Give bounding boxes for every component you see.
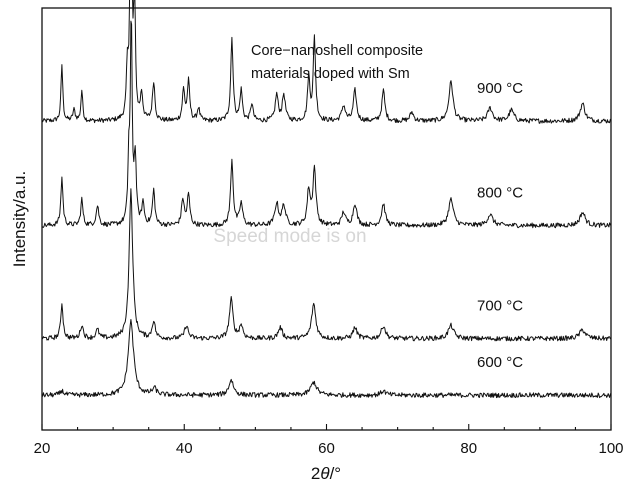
series-label-600: 600 °C (477, 354, 523, 371)
series-line-600 (42, 319, 612, 399)
series-layer: 900 °C 800 °C 700 °C 600 °C (41, 0, 612, 399)
x-axis-title: 2θ/° (311, 464, 341, 483)
x-axis-ticks: 20 40 60 80 100 (34, 424, 624, 457)
series-line-800 (41, 20, 612, 229)
annotation-line-2: materials doped with Sm (251, 66, 410, 82)
series-label-700: 700 °C (477, 298, 523, 315)
x-tick-label: 60 (318, 440, 335, 457)
x-tick-label: 80 (460, 440, 477, 457)
annotation-line-1: Core−nanoshell composite (251, 43, 423, 59)
series-line-900 (41, 0, 612, 124)
y-axis-title: Intensity/a.u. (10, 171, 29, 267)
x-tick-label: 40 (176, 440, 193, 457)
watermark-text: Speed mode is on (213, 226, 366, 247)
series-label-900: 900 °C (477, 80, 523, 97)
x-tick-label: 100 (598, 440, 623, 457)
series-line-700 (41, 188, 612, 342)
x-tick-label: 20 (34, 440, 51, 457)
series-label-800: 800 °C (477, 185, 523, 202)
